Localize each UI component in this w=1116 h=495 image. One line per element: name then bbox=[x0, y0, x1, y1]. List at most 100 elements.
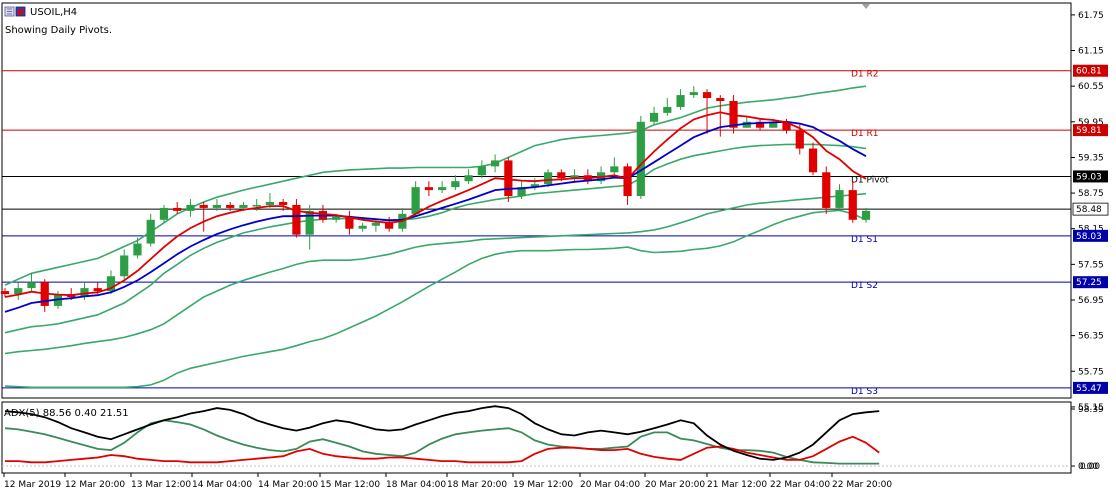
candle-body bbox=[226, 204, 235, 208]
candle[interactable] bbox=[835, 184, 844, 211]
candle[interactable] bbox=[623, 163, 632, 205]
x-tick-label: 22 Mar 04:00 bbox=[770, 480, 830, 490]
candle[interactable] bbox=[530, 178, 539, 191]
candle[interactable] bbox=[596, 166, 606, 185]
candle[interactable] bbox=[755, 118, 765, 131]
x-tick-label: 18 Mar 20:00 bbox=[447, 480, 507, 490]
candle[interactable] bbox=[649, 106, 659, 125]
candle[interactable] bbox=[716, 95, 725, 137]
bb-outer-lower-line bbox=[4, 209, 867, 389]
candle[interactable] bbox=[822, 166, 831, 214]
candle-body bbox=[464, 175, 473, 182]
candle-body bbox=[106, 276, 116, 292]
shift-marker-icon[interactable] bbox=[862, 4, 870, 9]
candle[interactable] bbox=[808, 142, 818, 176]
candle[interactable] bbox=[543, 169, 553, 188]
candle[interactable] bbox=[451, 175, 460, 191]
candle-body bbox=[411, 187, 420, 214]
chart-icon bbox=[4, 6, 26, 17]
pivot-name: D1 S2 bbox=[851, 281, 878, 291]
candle[interactable] bbox=[173, 201, 182, 214]
x-tick-label: 14 Mar 20:00 bbox=[258, 480, 318, 490]
candle[interactable] bbox=[570, 169, 579, 182]
candle-body bbox=[557, 172, 566, 179]
candle[interactable] bbox=[252, 199, 261, 211]
candle[interactable] bbox=[702, 89, 712, 134]
pivot-caption: Showing Daily Pivots. bbox=[5, 25, 112, 36]
candle[interactable] bbox=[345, 210, 354, 235]
candle[interactable] bbox=[583, 169, 592, 185]
candle-body bbox=[636, 121, 645, 197]
pivot-name: D1 Pivot bbox=[851, 175, 889, 185]
pivot-price-tag bbox=[1073, 229, 1108, 242]
candle-body bbox=[663, 106, 672, 113]
x-tick-label: 13 Mar 12:00 bbox=[131, 480, 191, 490]
candle[interactable] bbox=[491, 154, 500, 173]
candle[interactable] bbox=[226, 201, 235, 211]
candle-body bbox=[755, 121, 765, 128]
candle[interactable] bbox=[0, 288, 10, 298]
pivot-price-tag bbox=[1073, 276, 1108, 289]
candle[interactable] bbox=[689, 86, 698, 99]
candle-body bbox=[252, 204, 261, 207]
candle[interactable] bbox=[292, 199, 301, 238]
candle[interactable] bbox=[517, 181, 526, 200]
candle[interactable] bbox=[27, 273, 36, 292]
candle[interactable] bbox=[146, 213, 155, 247]
pivot-price-tag bbox=[1073, 381, 1108, 394]
adx-axis-label: 0.00 bbox=[1078, 462, 1098, 472]
candle-body bbox=[861, 210, 871, 220]
candle[interactable] bbox=[411, 181, 420, 217]
candle[interactable] bbox=[676, 89, 685, 110]
y-tick-label: 61.15 bbox=[1078, 47, 1104, 57]
x-tick-label: 19 Mar 12:00 bbox=[513, 480, 573, 490]
x-tick-label: 22 Mar 20:00 bbox=[832, 480, 892, 490]
candle-body bbox=[27, 282, 36, 289]
candle[interactable] bbox=[358, 222, 367, 232]
candle[interactable] bbox=[636, 115, 645, 200]
candle[interactable] bbox=[40, 279, 49, 312]
candle[interactable] bbox=[212, 199, 222, 211]
candle[interactable] bbox=[742, 115, 751, 128]
candle[interactable] bbox=[279, 199, 288, 211]
candle[interactable] bbox=[477, 160, 486, 179]
adx-main-line bbox=[4, 405, 880, 461]
candle[interactable] bbox=[663, 98, 672, 116]
candle-body bbox=[729, 101, 738, 128]
candle[interactable] bbox=[861, 207, 871, 223]
candle[interactable] bbox=[199, 201, 208, 232]
candle[interactable] bbox=[159, 204, 169, 223]
candle[interactable] bbox=[610, 157, 619, 176]
candle[interactable] bbox=[120, 249, 129, 280]
pivot-price-label: 55.47 bbox=[1076, 384, 1102, 394]
candle[interactable] bbox=[438, 181, 447, 194]
adx-panel-frame bbox=[1, 401, 1072, 474]
candle[interactable] bbox=[424, 181, 433, 197]
candle[interactable] bbox=[385, 216, 394, 232]
candle-body bbox=[702, 92, 712, 99]
pivot-price-label: 59.81 bbox=[1076, 126, 1102, 136]
x-tick-label: 14 Mar 04:00 bbox=[192, 480, 252, 490]
moving-averages bbox=[4, 111, 867, 313]
candle[interactable] bbox=[729, 95, 738, 134]
adx-axis-label: 98.39 bbox=[1078, 405, 1104, 415]
candle-body bbox=[93, 288, 102, 292]
x-tick-label: 15 Mar 12:00 bbox=[320, 480, 380, 490]
y-tick-label: 60.55 bbox=[1078, 82, 1104, 92]
y-tick-label: 56.35 bbox=[1078, 332, 1104, 342]
x-tick-label: 20 Mar 04:00 bbox=[580, 480, 640, 490]
candle-body bbox=[543, 172, 553, 185]
candle[interactable] bbox=[795, 124, 804, 155]
candle[interactable] bbox=[464, 169, 473, 185]
candle[interactable] bbox=[133, 237, 142, 259]
candle-body bbox=[649, 112, 659, 122]
candle[interactable] bbox=[14, 282, 23, 300]
candle-body bbox=[358, 225, 367, 229]
candle-body bbox=[570, 175, 579, 179]
y-tick-label: 58.75 bbox=[1078, 189, 1104, 199]
candle[interactable] bbox=[848, 181, 857, 223]
candle[interactable] bbox=[106, 270, 116, 295]
candle[interactable] bbox=[186, 199, 195, 217]
candle-body bbox=[517, 187, 526, 197]
